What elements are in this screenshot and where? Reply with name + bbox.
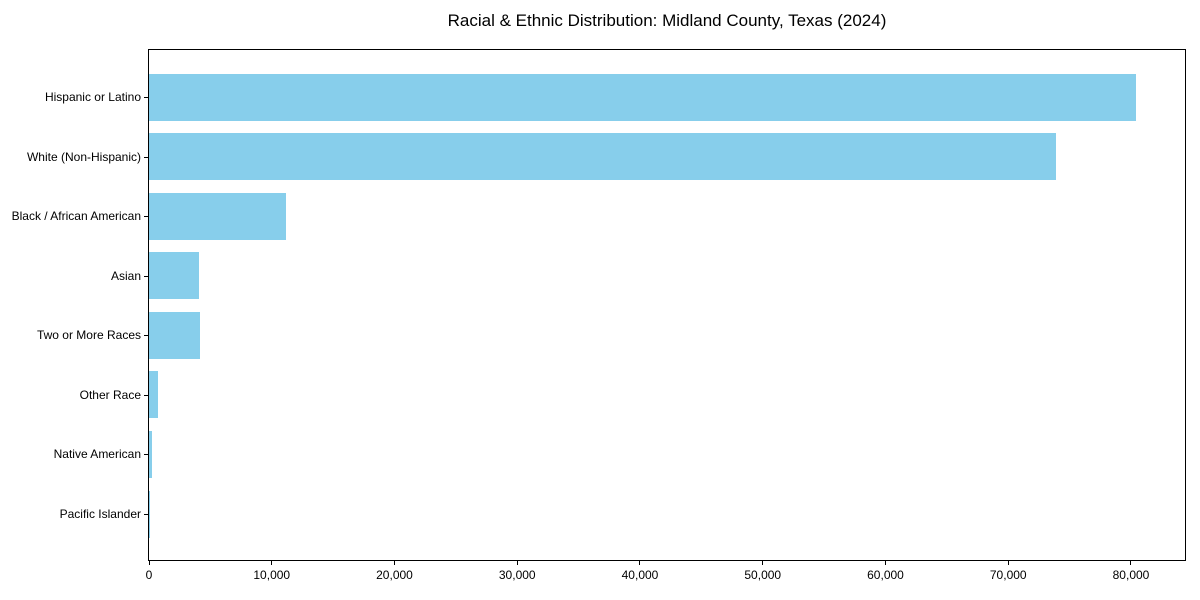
y-tick-mark <box>144 216 148 218</box>
x-tick-label: 80,000 <box>1112 568 1150 582</box>
y-tick-mark <box>144 335 148 337</box>
bar <box>149 371 159 419</box>
chart-title: Racial & Ethnic Distribution: Midland Co… <box>447 11 887 30</box>
bar <box>149 192 287 240</box>
x-tick-label: 10,000 <box>253 568 291 582</box>
bar <box>149 430 153 478</box>
y-tick-label: White (Non-Hispanic) <box>26 149 141 164</box>
y-tick-label: Black / African American <box>11 209 141 224</box>
y-tick-mark <box>144 275 148 277</box>
x-tick-mark <box>516 561 518 565</box>
y-tick-mark <box>144 454 148 456</box>
y-tick-mark <box>144 394 148 396</box>
y-tick-mark <box>144 97 148 98</box>
x-tick-mark <box>639 561 641 565</box>
x-tick-label: 70,000 <box>989 568 1027 582</box>
x-tick-label: 40,000 <box>621 568 659 582</box>
bar <box>149 133 1057 181</box>
y-tick-label: Other Race <box>79 387 141 402</box>
y-tick-label: Hispanic or Latino <box>44 90 141 104</box>
y-tick-label: Two or More Races <box>36 328 141 343</box>
y-tick-label: Asian <box>110 268 141 283</box>
x-tick-label: 0 <box>145 568 153 582</box>
x-tick-label: 30,000 <box>498 568 536 582</box>
y-tick-label: Native American <box>53 447 141 462</box>
x-tick-mark <box>1130 561 1132 565</box>
x-tick-mark <box>393 561 395 565</box>
y-tick-mark <box>144 514 148 515</box>
y-tick-label: Pacific Islander <box>59 507 141 521</box>
plot-area: Hispanic or Latino White (Non-Hispanic) Bl… <box>12 49 1186 582</box>
bar <box>149 252 200 300</box>
y-tick-mark <box>144 156 148 158</box>
x-tick-mark <box>762 561 764 565</box>
x-tick-label: 60,000 <box>867 568 904 582</box>
x-tick-label: 50,000 <box>744 568 782 582</box>
bar <box>149 490 150 538</box>
x-tick-mark <box>1007 561 1009 565</box>
x-tick-mark <box>884 561 886 565</box>
bar <box>149 311 201 359</box>
x-tick-label: 20,000 <box>376 568 413 582</box>
x-tick-mark <box>271 561 273 565</box>
x-tick-mark <box>148 561 150 565</box>
bar <box>149 73 1136 121</box>
